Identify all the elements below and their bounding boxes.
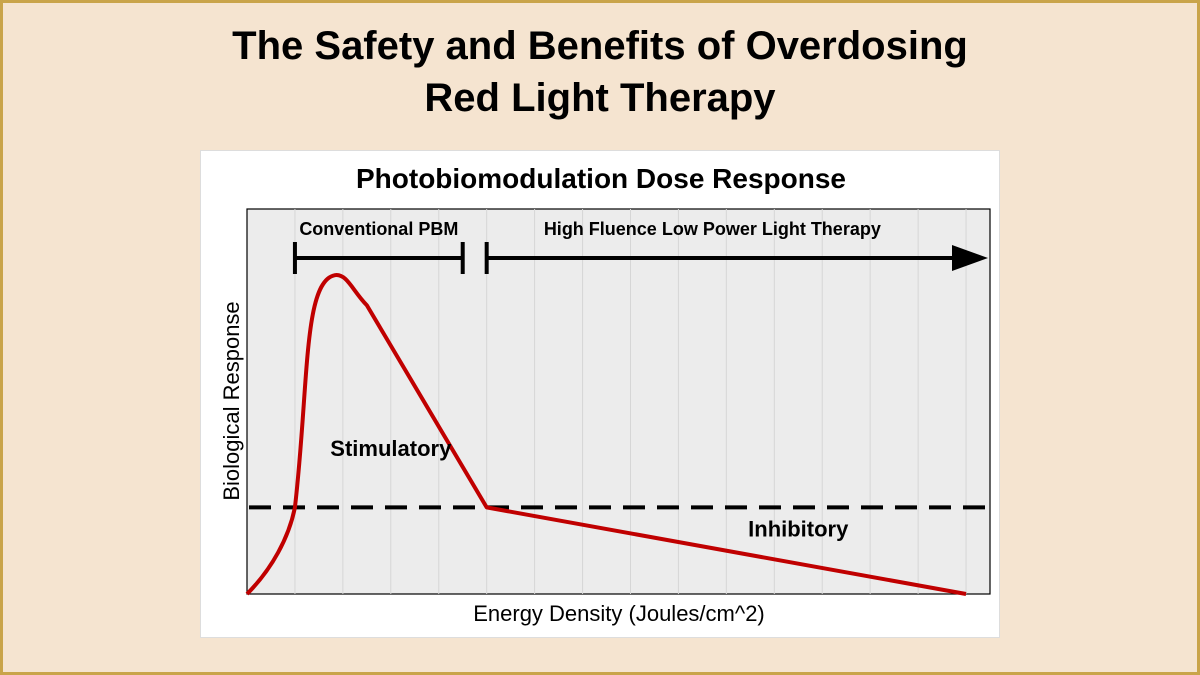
x-axis-label: Energy Density (Joules/cm^2) <box>473 601 765 626</box>
dose-response-chart: Photobiomodulation Dose Response Convent… <box>219 163 991 626</box>
y-axis-label: Biological Response <box>219 301 244 500</box>
dose-regions: Conventional PBM High Fluence Low Power L… <box>292 219 988 274</box>
plot-area <box>246 208 991 595</box>
page-title-line2: Red Light Therapy <box>424 76 776 120</box>
page-title-line1: The Safety and Benefits of Overdosing <box>232 24 968 68</box>
dose-response-curve <box>245 273 967 596</box>
chart-title: Photobiomodulation Dose Response <box>356 163 846 194</box>
annotation-stimulatory: Stimulatory <box>330 436 452 461</box>
page-title: The Safety and Benefits of Overdosing Re… <box>0 20 1200 124</box>
region-label: Conventional PBM <box>299 219 458 239</box>
chart-card: Photobiomodulation Dose Response Convent… <box>200 150 1000 638</box>
annotation-inhibitory: Inhibitory <box>748 516 849 541</box>
region-label: High Fluence Low Power Light Therapy <box>544 219 881 239</box>
region-high-fluence: High Fluence Low Power Light Therapy <box>484 219 988 274</box>
region-arrowhead <box>952 245 988 271</box>
region-conventional-pbm: Conventional PBM <box>292 219 465 274</box>
